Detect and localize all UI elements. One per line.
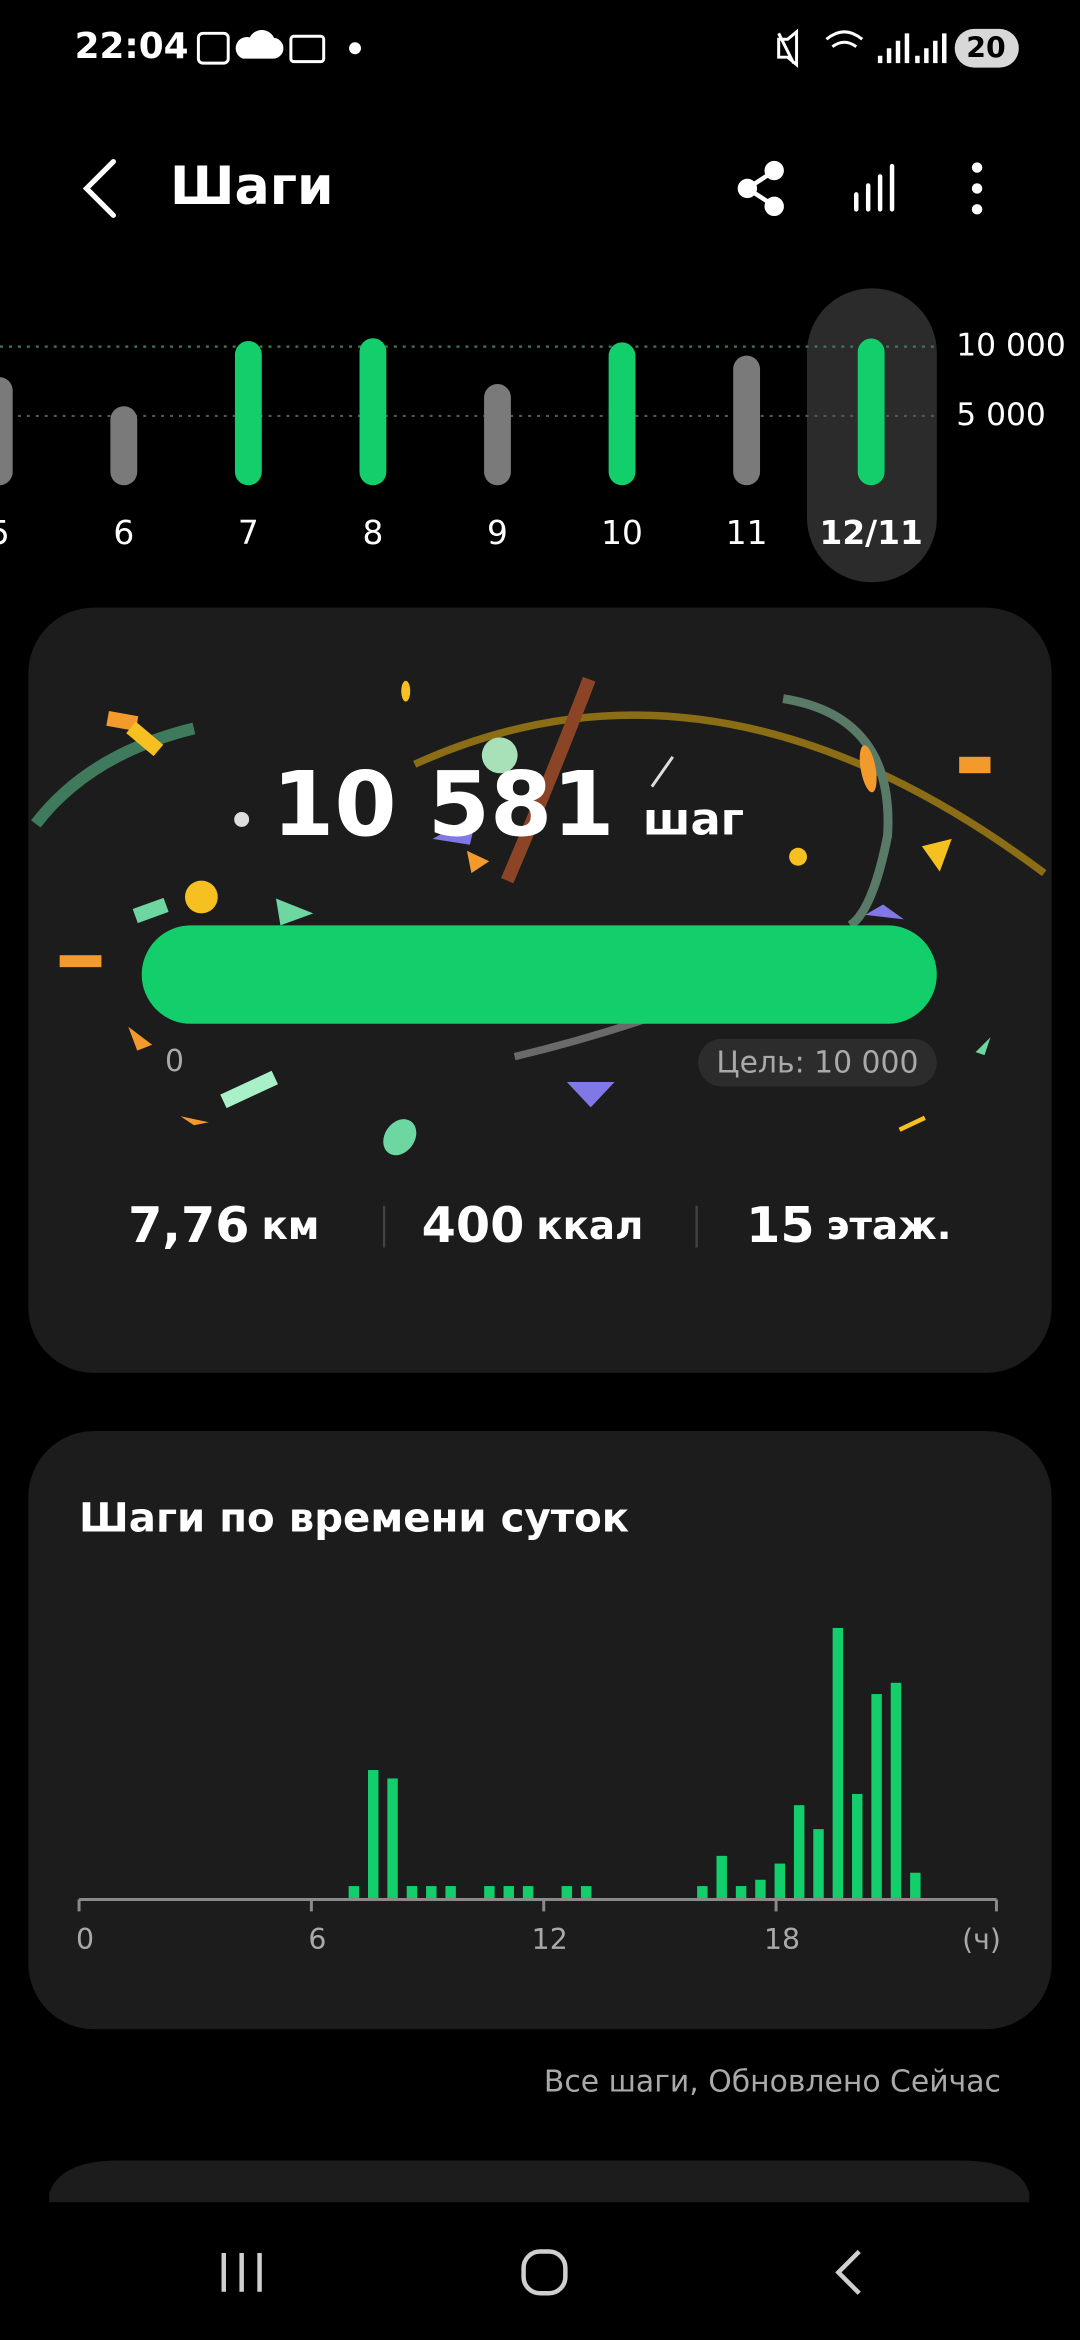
chart-button[interactable]	[854, 163, 895, 212]
day-bar[interactable]	[359, 338, 387, 486]
hour-bar	[890, 1682, 902, 1898]
day-label[interactable]: 7	[238, 514, 259, 552]
back-button[interactable]	[82, 158, 116, 218]
x-tick-label: 6	[308, 1923, 326, 1956]
hourly-title: Шаги по времени суток	[79, 1496, 629, 1542]
stat-unit: ккал	[536, 1204, 643, 1249]
day-label[interactable]: 12/11	[820, 514, 923, 552]
day-bar[interactable]	[234, 341, 262, 486]
x-tick-label: 12	[532, 1923, 568, 1956]
goal-label: Цель: 10 000	[716, 1046, 918, 1081]
hour-bar	[716, 1855, 727, 1898]
hour-bar	[580, 1886, 592, 1898]
hour-bar	[755, 1879, 766, 1898]
hour-bar	[735, 1886, 747, 1898]
hour-bar	[793, 1805, 805, 1898]
summary: 10 581 шаг 0 Цель: 10 000 7,76 км 400 ккал 15 эта…	[128, 753, 951, 1254]
y-tick-label: 10 000	[956, 328, 1066, 364]
day-label[interactable]: 5	[0, 514, 10, 552]
battery	[954, 28, 1019, 68]
recents-button[interactable]	[221, 2252, 262, 2292]
stat: 400 ккал	[422, 1196, 644, 1254]
day-bar[interactable]	[857, 338, 885, 486]
x-tick-label: 0	[76, 1923, 94, 1956]
daily-chart: 10 000 5 000 5 6 7 8 9 10 11 12/11	[0, 328, 1066, 552]
day-label[interactable]: 9	[487, 514, 508, 552]
hour-bar	[406, 1886, 418, 1898]
battery-level: 20	[966, 32, 1005, 65]
progress-bar	[141, 925, 937, 1024]
y-tick-label: 5 000	[956, 397, 1046, 433]
share-button[interactable]	[737, 160, 784, 217]
day-bar[interactable]	[733, 355, 761, 486]
hour-bar	[871, 1694, 882, 1898]
x-tick-label: 18	[764, 1923, 800, 1956]
next-card	[49, 2160, 1030, 2203]
progress-start: 0	[165, 1044, 184, 1079]
stat-value: 15	[746, 1196, 815, 1254]
stat: 15 этаж.	[746, 1196, 951, 1254]
day-bar[interactable]	[110, 406, 138, 486]
hour-bar	[832, 1627, 844, 1898]
steps-count: 10 581	[272, 753, 615, 857]
hour-bar	[910, 1872, 921, 1898]
hour-bar	[813, 1829, 824, 1898]
stat-unit: этаж.	[827, 1204, 952, 1249]
hour-bar	[445, 1886, 456, 1898]
stat-value: 400	[422, 1196, 525, 1254]
day-bar[interactable]	[608, 342, 636, 486]
steps-unit: шаг	[643, 792, 744, 845]
hour-bar	[348, 1886, 360, 1898]
hourly-chart: 0 6 12 18	[76, 1627, 921, 1956]
day-label[interactable]: 6	[113, 514, 134, 552]
day-bar[interactable]	[0, 377, 13, 486]
day-label[interactable]: 11	[726, 514, 768, 552]
nav-bar	[221, 2249, 861, 2296]
hour-bar	[367, 1770, 379, 1898]
stat-unit: км	[261, 1204, 319, 1249]
status-icons	[196, 28, 947, 68]
page-title: Шаги	[170, 157, 334, 217]
x-unit: (ч)	[962, 1923, 1001, 1956]
stat-value: 7,76	[128, 1196, 249, 1254]
menu-button[interactable]	[971, 162, 983, 215]
footer-note: Все шаги, Обновлено Сейчас	[544, 2064, 1001, 2099]
hour-bar	[774, 1863, 786, 1898]
back-nav-button[interactable]	[835, 2249, 861, 2295]
hour-bar	[484, 1886, 495, 1898]
hour-bar	[426, 1886, 437, 1898]
hour-bar	[697, 1886, 708, 1898]
stat: 7,76 км	[128, 1196, 319, 1254]
hour-bar	[561, 1886, 573, 1898]
confetti	[31, 676, 1047, 1156]
hour-bar	[852, 1793, 863, 1898]
home-button[interactable]	[521, 2249, 568, 2296]
hour-bar	[503, 1886, 514, 1898]
status-time: 22:04	[75, 26, 189, 67]
hour-bar	[522, 1886, 534, 1898]
goal-pill	[698, 1038, 937, 1087]
day-label[interactable]: 10	[601, 514, 643, 552]
day-bar[interactable]	[484, 384, 511, 486]
day-label[interactable]: 8	[362, 514, 383, 552]
hour-bar	[387, 1778, 398, 1898]
